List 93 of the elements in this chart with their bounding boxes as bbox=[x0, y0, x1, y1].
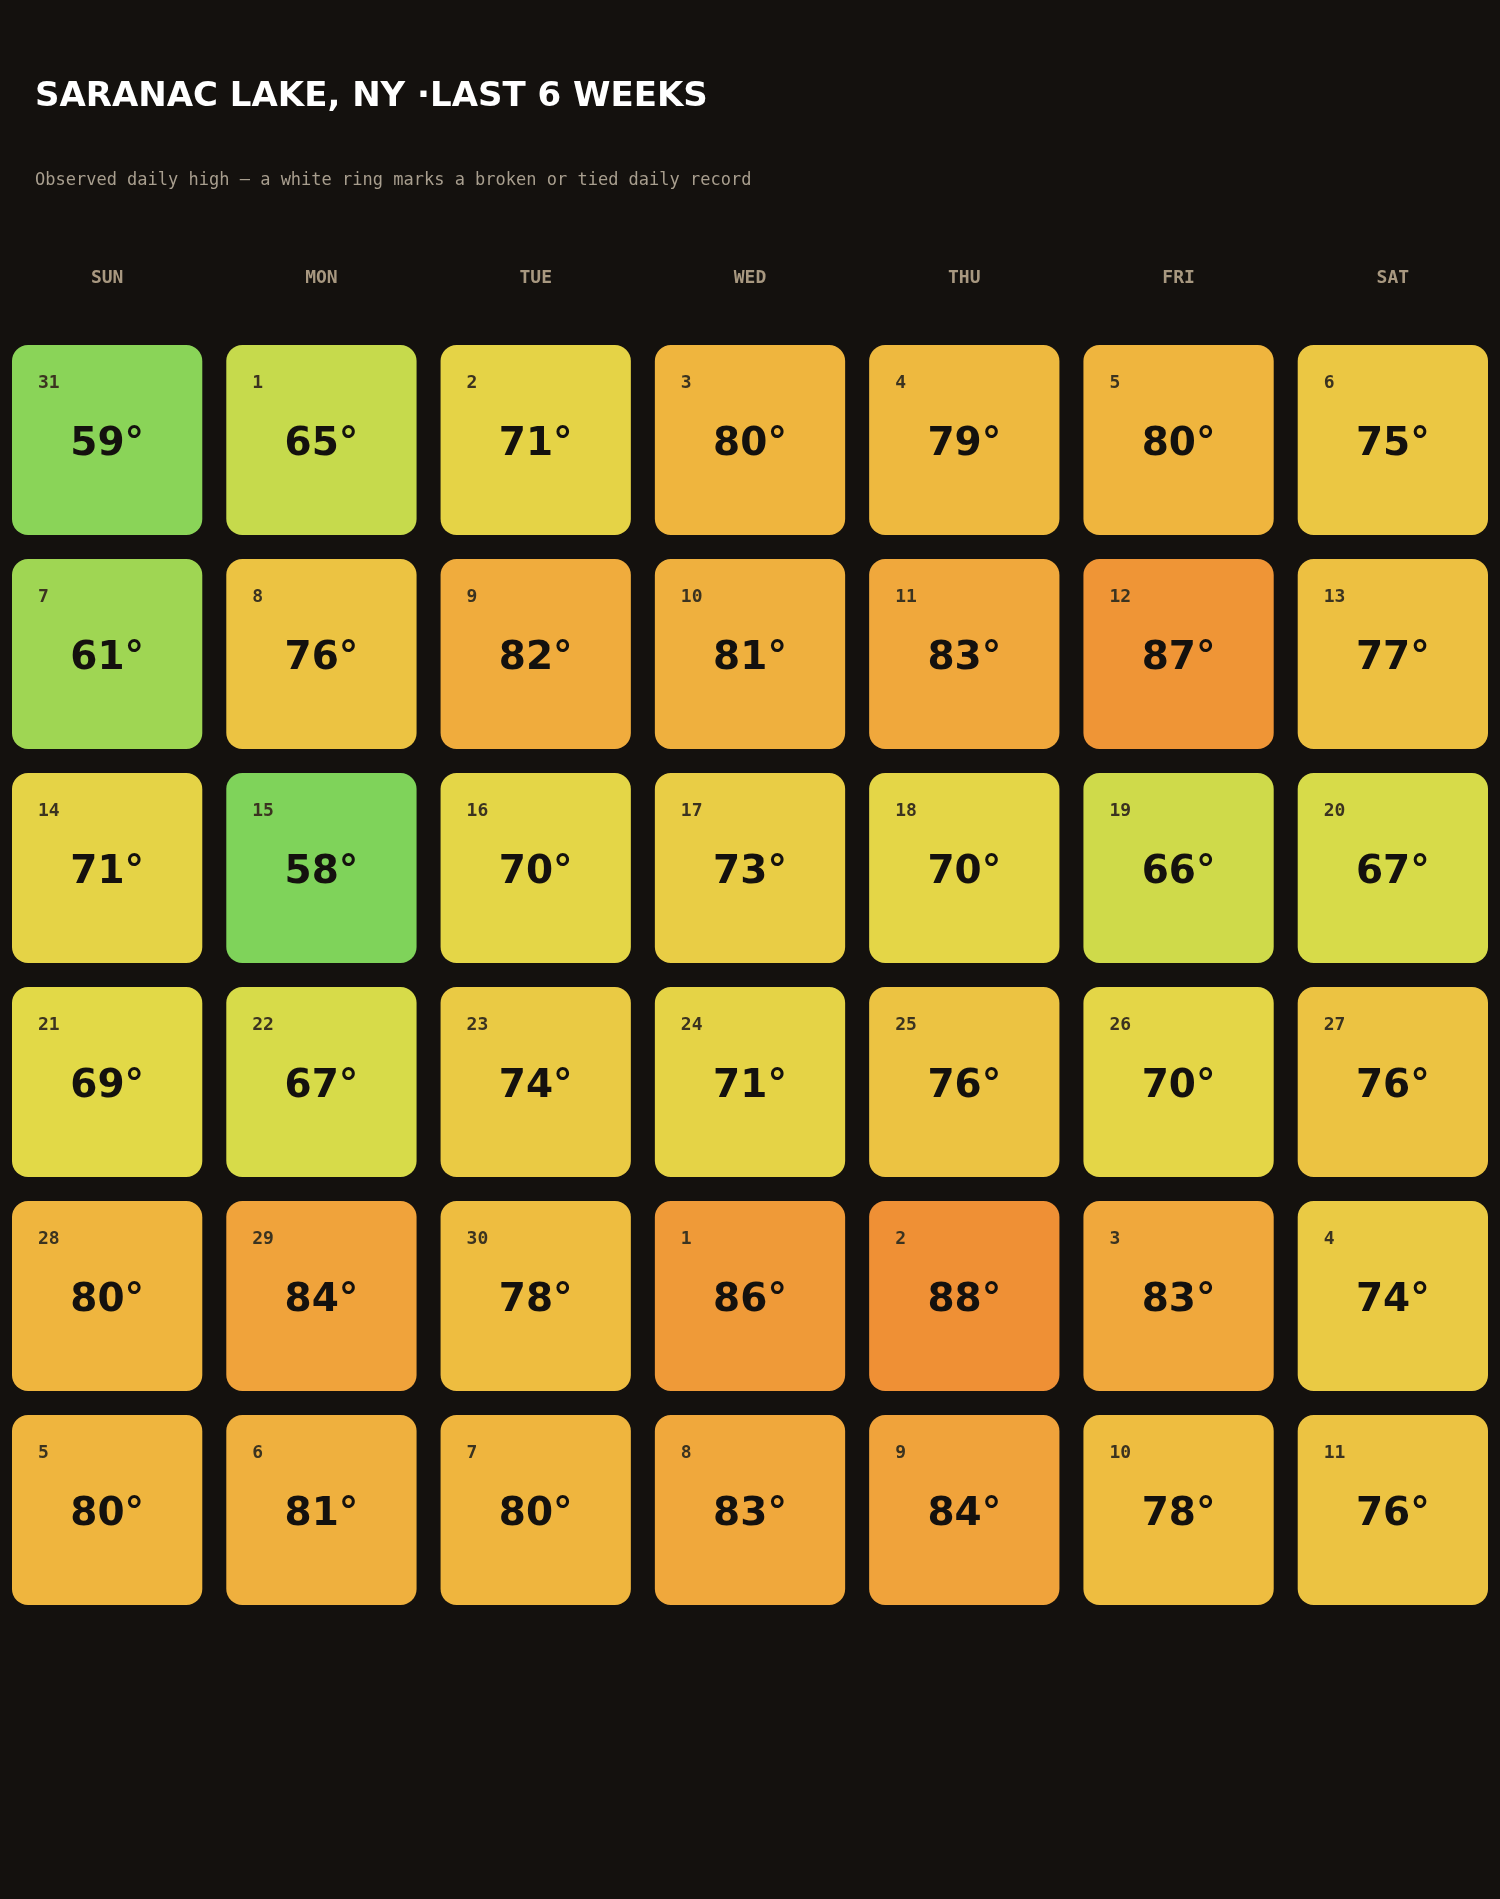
annotation: 14 bbox=[38, 798, 60, 820]
data-label: 70° bbox=[927, 846, 1002, 892]
annotation: 3 bbox=[680, 370, 692, 392]
annotation: 12 bbox=[1109, 584, 1132, 606]
data-label: 74° bbox=[498, 1060, 573, 1106]
data-label: 80° bbox=[70, 1274, 145, 1320]
data-label: 83° bbox=[713, 1488, 787, 1534]
x-tick-label: TUE bbox=[519, 265, 552, 287]
data-label: 67° bbox=[284, 1060, 359, 1106]
annotation: 7 bbox=[38, 584, 49, 606]
data-label: 86° bbox=[713, 1274, 787, 1320]
annotation: 26 bbox=[1109, 1012, 1132, 1034]
data-label: 76° bbox=[284, 632, 359, 678]
data-label: 70° bbox=[1141, 1060, 1216, 1106]
x-tick-label: SUN bbox=[90, 265, 124, 287]
chart-title: SARANAC LAKE, NY ·LAST 6 WEEKS bbox=[35, 74, 708, 114]
data-label: 75° bbox=[1355, 418, 1430, 464]
annotation: 28 bbox=[38, 1226, 60, 1248]
data-label: 61° bbox=[70, 632, 145, 678]
annotation: 20 bbox=[1323, 798, 1346, 820]
annotation: 7 bbox=[466, 1440, 478, 1462]
data-label: 79° bbox=[927, 418, 1002, 464]
data-label: 70° bbox=[498, 846, 573, 892]
data-label: 81° bbox=[713, 632, 787, 678]
data-label: 76° bbox=[1355, 1488, 1430, 1534]
data-label: 74° bbox=[1355, 1274, 1430, 1320]
data-label: 76° bbox=[1355, 1060, 1430, 1106]
data-label: 76° bbox=[927, 1060, 1002, 1106]
x-tick-label: FRI bbox=[1162, 265, 1195, 287]
annotation: 21 bbox=[38, 1012, 60, 1034]
data-label: 73° bbox=[713, 846, 787, 892]
x-tick-label: THU bbox=[948, 265, 981, 287]
annotation: 11 bbox=[895, 584, 917, 606]
annotation: 5 bbox=[38, 1440, 49, 1462]
annotation: 4 bbox=[895, 370, 907, 392]
data-label: 71° bbox=[498, 418, 573, 464]
annotation: 8 bbox=[680, 1440, 692, 1462]
data-label: 71° bbox=[70, 846, 145, 892]
annotation: 18 bbox=[895, 798, 917, 820]
annotation: 2 bbox=[466, 370, 478, 392]
data-label: 87° bbox=[1141, 632, 1216, 678]
data-label: 66° bbox=[1141, 846, 1216, 892]
annotation: 23 bbox=[466, 1012, 489, 1034]
annotation: 8 bbox=[252, 584, 264, 606]
annotation: 1 bbox=[252, 370, 264, 392]
data-label: 84° bbox=[927, 1488, 1002, 1534]
annotation: 9 bbox=[895, 1440, 906, 1462]
data-label: 84° bbox=[284, 1274, 359, 1320]
data-label: 88° bbox=[927, 1274, 1002, 1320]
annotation: 9 bbox=[466, 584, 478, 606]
annotation: 15 bbox=[252, 798, 274, 820]
data-label: 59° bbox=[70, 418, 145, 464]
annotation: 24 bbox=[680, 1012, 703, 1034]
data-label: 71° bbox=[713, 1060, 787, 1106]
data-label: 65° bbox=[284, 418, 359, 464]
x-tick-label: SAT bbox=[1376, 265, 1410, 287]
annotation: 6 bbox=[252, 1440, 264, 1462]
data-label: 80° bbox=[70, 1488, 145, 1534]
x-tick-label: WED bbox=[733, 265, 767, 287]
data-label: 58° bbox=[284, 846, 359, 892]
data-label: 80° bbox=[498, 1488, 573, 1534]
chart-subtitle: Observed daily high — a white ring marks a broken or tied daily record bbox=[35, 168, 752, 189]
data-label: 82° bbox=[498, 632, 573, 678]
data-label: 69° bbox=[70, 1060, 145, 1106]
data-label: 83° bbox=[1141, 1274, 1216, 1320]
data-label: 78° bbox=[1141, 1488, 1216, 1534]
annotation: 22 bbox=[252, 1012, 274, 1034]
annotation: 13 bbox=[1323, 584, 1346, 606]
annotation: 19 bbox=[1109, 798, 1132, 820]
data-label: 80° bbox=[1141, 418, 1216, 464]
annotation: 5 bbox=[1109, 370, 1121, 392]
annotation: 4 bbox=[1323, 1226, 1335, 1248]
annotation: 10 bbox=[1109, 1440, 1132, 1462]
annotation: 27 bbox=[1323, 1012, 1346, 1034]
annotation: 2 bbox=[895, 1226, 906, 1248]
x-tick-label: MON bbox=[305, 265, 338, 287]
annotation: 1 bbox=[680, 1226, 692, 1248]
annotation: 11 bbox=[1323, 1440, 1346, 1462]
annotation: 16 bbox=[466, 798, 489, 820]
annotation: 17 bbox=[680, 798, 703, 820]
annotation: 10 bbox=[680, 584, 703, 606]
data-label: 77° bbox=[1355, 632, 1430, 678]
data-label: 83° bbox=[927, 632, 1002, 678]
data-label: 81° bbox=[284, 1488, 359, 1534]
annotation: 6 bbox=[1323, 370, 1335, 392]
annotation: 3 bbox=[1109, 1226, 1121, 1248]
annotation: 29 bbox=[252, 1226, 274, 1248]
annotation: 25 bbox=[895, 1012, 917, 1034]
annotation: 31 bbox=[38, 370, 60, 392]
data-label: 67° bbox=[1355, 846, 1430, 892]
annotation: 30 bbox=[466, 1226, 489, 1248]
data-label: 78° bbox=[498, 1274, 573, 1320]
data-label: 80° bbox=[713, 418, 787, 464]
